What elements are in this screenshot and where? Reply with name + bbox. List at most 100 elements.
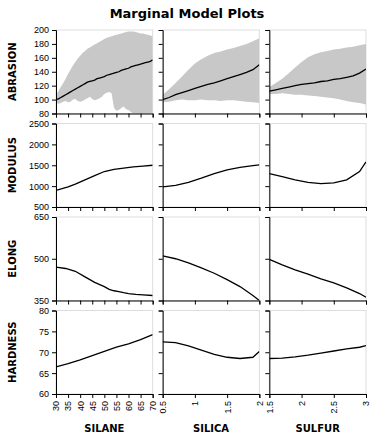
y-axis (159, 218, 164, 302)
band (163, 38, 260, 103)
line (269, 69, 366, 91)
col-label: SILICA (193, 423, 229, 434)
y-tick (265, 394, 269, 395)
col-label: SILANE (84, 423, 124, 434)
x-axis-line (163, 114, 260, 118)
x-tick-mark (116, 207, 117, 211)
x-tick-mark (334, 207, 335, 211)
y-tick (159, 124, 163, 125)
y-tick: 350 (34, 296, 56, 306)
y-tick-label: 650 (34, 212, 49, 222)
x-tick-mark (153, 394, 154, 398)
y-tick: 160 (34, 53, 56, 63)
x-tick (104, 301, 105, 305)
x-tick (366, 207, 367, 211)
x-tick-mark (80, 394, 81, 398)
y-tick (265, 72, 269, 73)
panel (159, 30, 260, 118)
x-tick (129, 114, 130, 118)
y-tick-mark (265, 165, 269, 166)
x-tick-mark (92, 114, 93, 118)
y-tick: 75 (39, 327, 56, 337)
y-tick-mark (52, 124, 56, 125)
y-tick-label: 80 (39, 109, 49, 119)
y-tick (265, 217, 269, 218)
x-tick: 2 (255, 394, 265, 406)
plot-area (269, 259, 366, 297)
x-axis-line (57, 208, 154, 212)
y-axis: 6065707580 (39, 306, 57, 400)
y-tick-mark (159, 72, 163, 73)
x-tick-mark (302, 394, 303, 398)
line (56, 60, 153, 100)
chart: Marginal Model PlotsABRASION801001201401… (0, 0, 374, 440)
y-tick-mark (52, 331, 56, 332)
y-axis: 5001000150020002500 (29, 119, 57, 213)
panel-frame (56, 311, 153, 395)
x-tick (116, 114, 117, 118)
x-tick-label: 60 (124, 401, 134, 411)
x-tick-mark (68, 114, 69, 118)
y-tick (159, 144, 163, 145)
y-tick-mark (159, 100, 163, 101)
y-tick: 140 (34, 67, 56, 77)
line (56, 335, 153, 367)
x-tick-mark (68, 207, 69, 211)
y-axis-line (159, 218, 164, 302)
y-tick-mark (265, 207, 269, 208)
x-tick-mark (80, 114, 81, 118)
x-tick-mark (366, 207, 367, 211)
y-tick (159, 207, 163, 208)
panel-frame (269, 217, 366, 301)
x-tick-mark (80, 207, 81, 211)
x-tick-mark (104, 301, 105, 305)
line (269, 346, 366, 359)
y-tick-label: 100 (34, 95, 49, 105)
y-tick: 180 (34, 39, 56, 49)
x-tick-mark (366, 114, 367, 118)
x-tick: 50 (100, 394, 110, 411)
y-tick-mark (159, 165, 163, 166)
y-tick (159, 165, 163, 166)
x-tick-label: 1.5 (265, 401, 275, 414)
y-tick: 2000 (29, 140, 56, 150)
y-tick (159, 373, 163, 374)
y-tick-mark (159, 331, 163, 332)
y-tick-mark (159, 352, 163, 353)
y-axis-line (265, 31, 270, 115)
x-tick: 2 (297, 394, 307, 406)
y-tick-mark (265, 114, 269, 115)
panel-frame (163, 30, 260, 114)
y-axis-line (52, 218, 57, 302)
x-tick-mark (334, 394, 335, 398)
panel: 80100120140160180200 (34, 25, 153, 119)
y-tick-mark (52, 301, 56, 302)
x-tick-mark (153, 114, 154, 118)
panel-frame (269, 311, 366, 395)
x-tick (141, 301, 142, 305)
y-tick-mark (265, 100, 269, 101)
x-tick: 0.5 (158, 394, 168, 414)
panel: 1.522.53 (265, 311, 372, 414)
row-label: ELONG (7, 240, 18, 278)
panel (265, 30, 366, 118)
y-tick (265, 311, 269, 312)
x-tick-label: 45 (88, 401, 98, 411)
y-tick (159, 331, 163, 332)
y-axis (265, 311, 270, 395)
y-tick-mark (159, 259, 163, 260)
x-tick (195, 114, 196, 118)
y-tick: 80 (39, 306, 56, 316)
y-tick (265, 373, 269, 374)
y-tick (159, 217, 163, 218)
y-tick-mark (159, 144, 163, 145)
line (163, 65, 260, 100)
col-label: SULFUR (295, 423, 340, 434)
x-tick: 30 (51, 394, 61, 411)
y-tick-mark (159, 44, 163, 45)
y-tick-mark (52, 144, 56, 145)
y-tick (159, 301, 163, 302)
y-axis (159, 31, 164, 115)
x-tick (80, 301, 81, 305)
x-tick-mark (259, 394, 260, 398)
